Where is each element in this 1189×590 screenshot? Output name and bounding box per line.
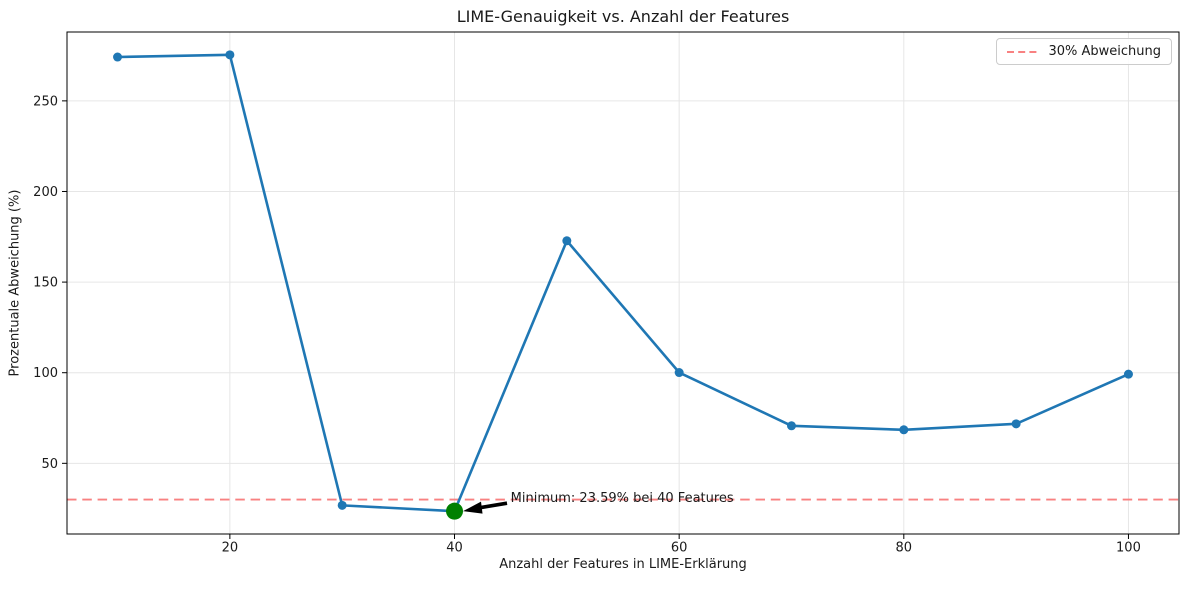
- y-tick-label: 150: [33, 276, 58, 291]
- x-tick-label: 60: [671, 541, 688, 556]
- axes-spines: [66, 31, 1180, 535]
- legend-dash-icon: [1007, 50, 1040, 53]
- minimum-annotation: Minimum: 23.59% bei 40 Features: [510, 490, 734, 506]
- annotation-arrow-head: [463, 501, 483, 514]
- x-axis-label: Anzahl der Features in LIME-Erklärung: [499, 557, 747, 572]
- data-point: [899, 425, 909, 435]
- data-point: [113, 52, 123, 62]
- x-tick-label: 40: [446, 541, 463, 556]
- y-tick-label: 50: [41, 457, 58, 472]
- chart-title: LIME-Genauigkeit vs. Anzahl der Features: [456, 7, 790, 26]
- x-tick-label: 20: [222, 541, 239, 556]
- x-tick-label: 100: [1116, 541, 1141, 556]
- data-point: [1123, 369, 1133, 379]
- minimum-marker: [446, 502, 464, 520]
- data-point: [786, 421, 796, 431]
- data-point: [1011, 419, 1021, 429]
- y-tick-label: 200: [33, 185, 58, 200]
- x-tick-label: 80: [896, 541, 913, 556]
- data-point: [337, 500, 347, 510]
- data-line: [116, 53, 1130, 513]
- data-point: [225, 50, 235, 60]
- data-point: [674, 368, 684, 378]
- legend-label: 30% Abweichung: [1048, 44, 1161, 59]
- y-tick-label: 100: [33, 366, 58, 381]
- annotation-arrow-tail: [479, 501, 508, 510]
- data-point: [562, 236, 572, 246]
- legend: 30% Abweichung: [996, 38, 1172, 65]
- y-tick-label: 250: [33, 94, 58, 109]
